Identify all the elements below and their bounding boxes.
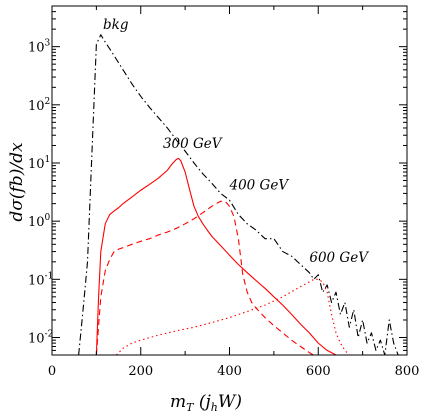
- x-tick-label-1: 200: [128, 364, 153, 379]
- y-axis-label: dσ(fb)/dx: [7, 142, 27, 222]
- series-label-0: bkg: [103, 17, 129, 33]
- y-tick-label-1: 10-1: [28, 271, 53, 288]
- y-tick-label-2: 100: [28, 213, 51, 230]
- series-layer: [78, 34, 399, 355]
- y-tick-label-3: 101: [28, 155, 50, 172]
- y-tick-label-0: 10-2: [28, 329, 53, 346]
- series-label-1: 300 GeV: [163, 136, 223, 152]
- x-tick-label-0: 0: [48, 364, 56, 379]
- series-line-3: [115, 278, 350, 355]
- y-tick-label-4: 102: [28, 97, 50, 114]
- series-label-2: 400 GeV: [229, 178, 290, 194]
- series-line-1: [95, 157, 338, 355]
- x-tick-label-4: 800: [395, 364, 420, 379]
- tick-labels-layer: 0 200 400 600 800 10-2 10-1 100 101 102 103: [28, 39, 419, 379]
- x-axis-label: mT (jhW): [170, 392, 242, 414]
- series-label-3: 600 GeV: [309, 250, 369, 266]
- series-line-0: [78, 34, 399, 355]
- series-line-2: [95, 200, 315, 355]
- x-tick-label-3: 600: [306, 364, 331, 379]
- y-tick-label-5: 103: [28, 39, 51, 56]
- series-labels-layer: bkg 300 GeV 400 GeV 600 GeV: [103, 17, 369, 266]
- ticks-layer: [51, 5, 408, 356]
- x-tick-label-2: 400: [217, 364, 242, 379]
